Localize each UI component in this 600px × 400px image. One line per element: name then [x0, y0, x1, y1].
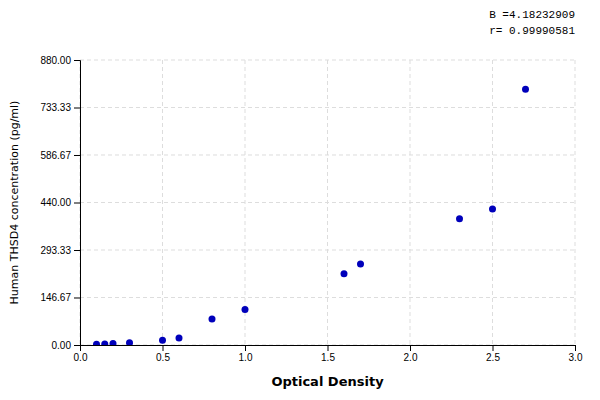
- y-tick-label: 0.00: [52, 340, 72, 351]
- x-tick-label: 0.5: [156, 352, 170, 363]
- grid-line: [492, 60, 493, 345]
- y-tick-mark: [74, 297, 80, 298]
- point: [110, 340, 117, 345]
- y-tick-label: 586.67: [40, 150, 71, 161]
- x-tick: 2.0: [404, 345, 418, 363]
- x-tick: 0.0: [74, 345, 88, 363]
- point: [126, 339, 133, 345]
- x-tick-mark: [410, 345, 411, 351]
- point: [209, 316, 216, 323]
- point: [176, 334, 183, 341]
- x-tick: 1.0: [239, 345, 253, 363]
- marks: [93, 86, 529, 345]
- annotation: B =4.18232909: [489, 9, 575, 21]
- y-tick-label: 733.33: [40, 102, 71, 113]
- point: [522, 86, 529, 93]
- grid-line: [162, 60, 163, 345]
- x-tick-label: 1.5: [321, 352, 335, 363]
- x-axis-line: [81, 346, 576, 352]
- y-tick-mark: [74, 108, 80, 109]
- y-axis: 0.00 146.67 293.33 440.00 586.67 733.33 880.00: [40, 55, 80, 351]
- y-tick: 586.67: [40, 150, 80, 161]
- x-tick-mark: [245, 345, 246, 351]
- point: [101, 341, 108, 345]
- y-tick-mark: [74, 203, 80, 204]
- x-tick: 3.0: [569, 345, 583, 363]
- x-tick-mark: [493, 345, 494, 351]
- y-tick-mark: [74, 60, 80, 61]
- chart: 0.0 0.5 1.0 1.5 2.0 2.5 3.0 0.00 146.67 293.33 440…: [0, 0, 600, 400]
- point: [357, 261, 364, 268]
- x-tick: 1.5: [321, 345, 335, 363]
- y-tick-label: 293.33: [40, 245, 71, 256]
- grid-line: [80, 60, 575, 61]
- x-tick-label: 2.0: [404, 352, 418, 363]
- grid-line: [80, 154, 575, 155]
- point: [242, 306, 249, 313]
- point: [489, 205, 496, 212]
- x-tick: 0.5: [156, 345, 170, 363]
- y-tick-label: 440.00: [40, 197, 71, 208]
- grid-line: [80, 250, 575, 251]
- grid: [80, 60, 575, 345]
- y-tick-label: 146.67: [40, 292, 71, 303]
- y-tick-mark: [74, 345, 80, 346]
- grid-line: [80, 202, 575, 203]
- x-axis-title: Optical Density: [271, 374, 384, 389]
- point: [456, 215, 463, 222]
- y-tick-mark: [74, 250, 80, 251]
- y-tick: 293.33: [40, 245, 80, 256]
- point: [341, 270, 348, 277]
- grid-line: [80, 107, 575, 108]
- x-tick-mark: [163, 345, 164, 351]
- y-tick: 0.00: [52, 340, 80, 351]
- x-tick-mark: [575, 345, 576, 351]
- x-tick: 2.5: [486, 345, 500, 363]
- y-tick: 880.00: [40, 55, 80, 66]
- plot: 0.0 0.5 1.0 1.5 2.0 2.5 3.0 0.00 146.67 293.33 440…: [40, 55, 582, 363]
- point: [159, 337, 166, 344]
- y-axis-title: Human THSD4 concentration (pg/ml): [8, 101, 21, 305]
- annotation: r= 0.99990581: [489, 25, 575, 37]
- y-tick-mark: [74, 155, 80, 156]
- y-axis-line: [74, 61, 81, 346]
- y-tick: 440.00: [40, 197, 80, 208]
- x-tick-label: 0.0: [74, 352, 88, 363]
- grid-line: [80, 297, 575, 298]
- x-tick-label: 3.0: [569, 352, 583, 363]
- y-tick: 733.33: [40, 102, 80, 113]
- x-axis: 0.0 0.5 1.0 1.5 2.0 2.5 3.0: [74, 345, 583, 363]
- x-tick-mark: [328, 345, 329, 351]
- y-tick-label: 880.00: [40, 55, 71, 66]
- point: [93, 341, 100, 345]
- x-tick-label: 2.5: [486, 352, 500, 363]
- x-tick-label: 1.0: [239, 352, 253, 363]
- y-tick: 146.67: [40, 292, 80, 303]
